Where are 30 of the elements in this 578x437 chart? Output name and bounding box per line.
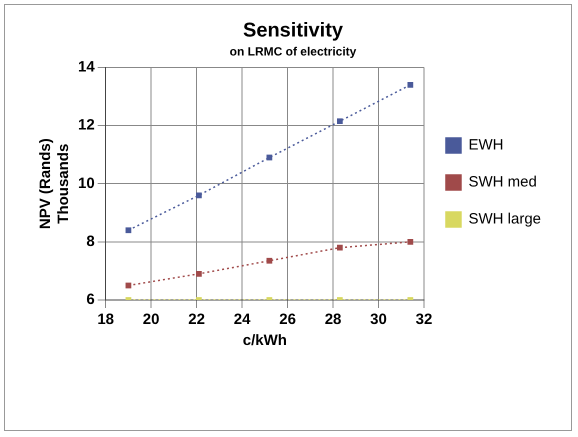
x-tick-label: 30	[370, 311, 387, 328]
point	[266, 258, 272, 264]
legend-label: SWH large	[468, 210, 542, 228]
legend-label: SWH med	[468, 174, 537, 191]
legend-label: EWH	[468, 136, 504, 154]
x-tick-label: 22	[188, 311, 205, 328]
x-tick-label: 24	[234, 311, 252, 328]
point	[407, 238, 414, 245]
point	[266, 154, 272, 160]
y-tick-label: 6	[86, 291, 95, 308]
point	[336, 118, 343, 124]
y-tick-label: 8	[86, 232, 95, 250]
y-tick-label: 10	[78, 174, 95, 192]
point	[126, 282, 132, 288]
y-axis-title: NPV (Rands) Thousands	[37, 138, 72, 230]
point	[196, 270, 202, 277]
x-tick-label: 18	[97, 311, 114, 328]
x-tick-label: 26	[279, 311, 296, 328]
point	[196, 192, 202, 198]
x-tick-label: 32	[416, 311, 432, 328]
point	[336, 244, 343, 251]
point	[126, 227, 132, 234]
y-tick-label: 14	[78, 58, 96, 76]
point	[407, 82, 414, 88]
chart-title: Sensitivity	[242, 20, 344, 42]
x-axis-title: c/kWh	[242, 332, 287, 350]
y-tick-label: 12	[78, 116, 95, 134]
x-tick-label: 28	[324, 311, 342, 328]
x-tick-label: 20	[142, 311, 160, 328]
chart-subtitle: on LRMC of electricity	[230, 44, 357, 59]
